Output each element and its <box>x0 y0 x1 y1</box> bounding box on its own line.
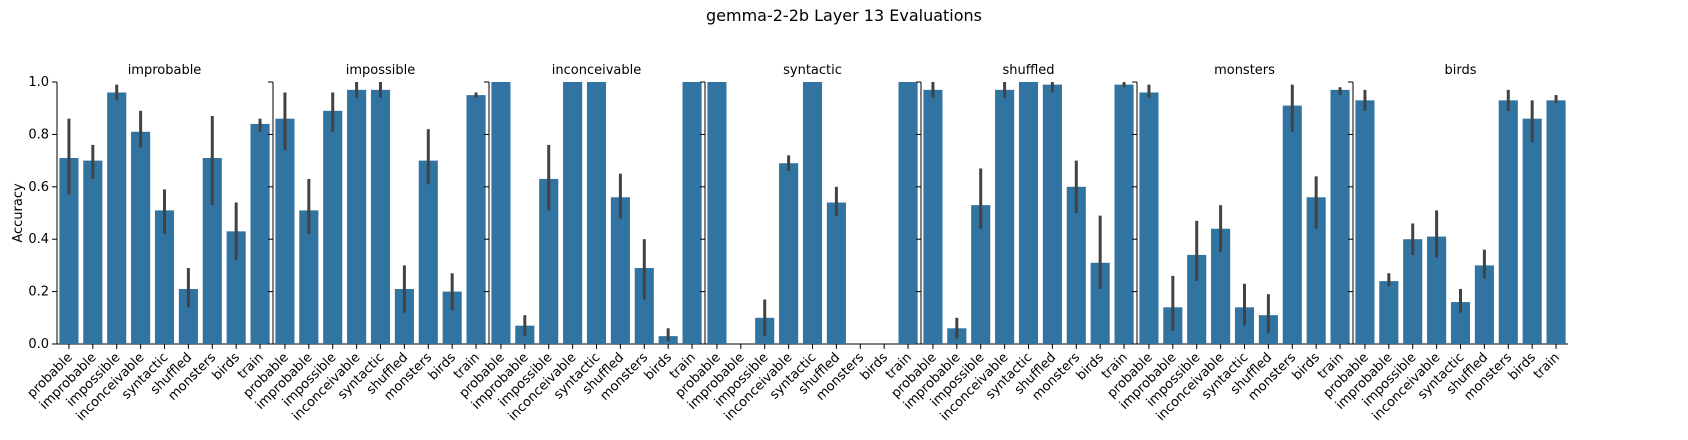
bar <box>394 288 414 344</box>
bar <box>923 89 943 344</box>
bar <box>1379 281 1399 344</box>
x-tick-label: birds <box>426 350 459 383</box>
bar <box>634 268 654 344</box>
bar <box>1474 265 1494 344</box>
bar <box>107 92 127 344</box>
bar <box>1066 186 1086 344</box>
x-tick-label: birds <box>210 350 243 383</box>
bar <box>586 82 607 344</box>
bar <box>1403 239 1423 344</box>
bar <box>1211 228 1231 344</box>
bar <box>539 178 559 344</box>
panel-title: improbable <box>128 63 202 78</box>
bar <box>83 160 103 344</box>
bar <box>202 157 222 344</box>
bar <box>442 291 462 344</box>
bar <box>250 123 270 344</box>
bar <box>1282 105 1302 344</box>
bar <box>1042 84 1062 345</box>
bar <box>131 131 151 344</box>
bar <box>707 82 727 344</box>
bar <box>347 89 367 344</box>
bar <box>995 89 1015 344</box>
figure-title: gemma-2-2b Layer 13 Evaluations <box>705 6 983 25</box>
bar <box>1114 84 1134 345</box>
bar <box>226 231 246 344</box>
bar <box>802 82 823 344</box>
bar <box>418 160 438 344</box>
bar <box>1018 82 1039 344</box>
y-tick-label: 0.0 <box>28 337 49 352</box>
bar <box>898 82 918 344</box>
bar <box>826 202 846 344</box>
x-tick-label: birds <box>858 350 891 383</box>
bar <box>491 82 511 344</box>
bar <box>1522 118 1542 345</box>
bar <box>682 82 702 344</box>
y-tick-label: 0.4 <box>28 232 49 247</box>
bar <box>1450 302 1471 344</box>
bar <box>563 82 583 344</box>
panel-title: syntactic <box>783 63 842 78</box>
panel-title: monsters <box>1214 63 1275 78</box>
bar <box>779 163 799 344</box>
y-tick-label: 0.2 <box>28 285 49 300</box>
bar <box>299 210 319 344</box>
x-tick-label: birds <box>1506 350 1539 383</box>
bar <box>370 89 391 344</box>
y-axis-label: Accuracy <box>11 183 26 243</box>
bar <box>1187 254 1207 344</box>
bar <box>1090 262 1110 344</box>
bar <box>1139 92 1159 344</box>
x-tick-label: birds <box>1074 350 1107 383</box>
bar <box>610 197 630 344</box>
bar <box>1355 100 1375 344</box>
panel-title: impossible <box>346 63 416 78</box>
bar <box>1427 236 1447 344</box>
panel-title: inconceivable <box>552 63 641 78</box>
y-tick-label: 1.0 <box>28 75 49 90</box>
bar <box>275 118 295 345</box>
panel-title: shuffled <box>1002 63 1054 78</box>
bar <box>323 110 343 344</box>
bar <box>178 288 198 344</box>
x-tick-label: birds <box>1290 350 1323 383</box>
bar <box>154 210 175 344</box>
bar <box>1306 197 1326 344</box>
bar <box>1330 89 1350 344</box>
bar <box>59 157 79 344</box>
bar <box>466 95 486 344</box>
y-tick-label: 0.8 <box>28 127 49 142</box>
x-tick-label: train <box>1531 350 1563 382</box>
bar <box>1546 100 1566 344</box>
x-tick-label: birds <box>642 350 675 383</box>
y-tick-label: 0.6 <box>28 180 49 195</box>
bar <box>971 205 991 344</box>
panel-title: birds <box>1444 63 1476 78</box>
bar <box>1498 100 1518 344</box>
